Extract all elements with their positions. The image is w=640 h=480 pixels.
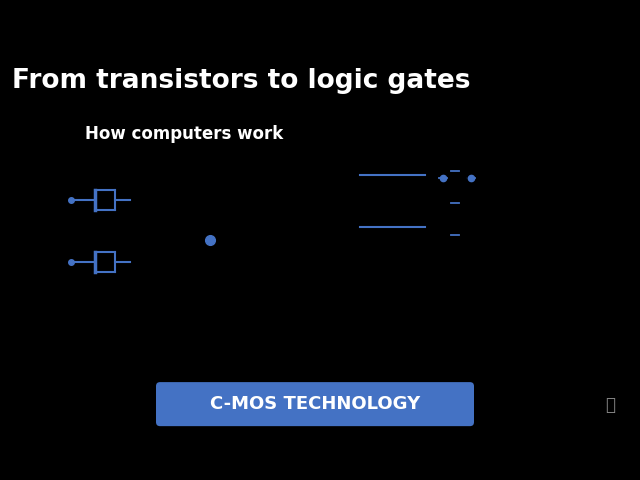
Text: IN: IN [2,233,14,247]
Text: Q: Q [401,240,412,253]
Text: A: A [349,161,357,171]
Text: G: G [76,250,84,260]
Text: G: G [76,188,84,198]
Text: 0 Volt: 0 Volt [490,301,520,311]
Text: From transistors to logic gates: From transistors to logic gates [12,68,470,94]
Text: B: B [250,251,258,264]
Text: B: B [349,213,357,223]
FancyBboxPatch shape [8,52,528,110]
Text: B: B [380,225,387,235]
Text: + 3 Volt  (1): + 3 Volt (1) [472,117,535,127]
FancyBboxPatch shape [80,122,420,146]
Text: A: A [250,230,258,243]
Text: How computers work: How computers work [85,125,284,143]
FancyBboxPatch shape [156,382,474,426]
Text: 3 Volt  (1): 3 Volt (1) [148,135,199,145]
Text: 🔈: 🔈 [605,396,615,414]
Text: (NAND, NOR, XOR,AND, OR, NOT): (NAND, NOR, XOR,AND, OR, NOT) [12,118,324,136]
Text: C-MOS TECHNOLOGY: C-MOS TECHNOLOGY [210,395,420,413]
Text: OUT: OUT [244,225,269,238]
Text: 0 Volt or 0: 0 Volt or 0 [148,342,202,352]
Text: Output: Output [612,205,640,215]
